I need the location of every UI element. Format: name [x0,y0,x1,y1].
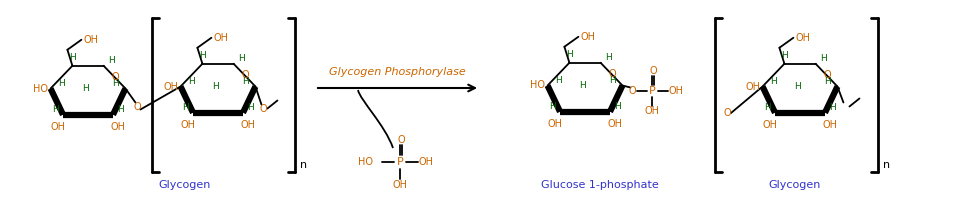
Text: H: H [52,105,59,114]
Text: HO: HO [33,83,48,94]
Text: OH: OH [240,120,255,130]
Text: H: H [829,103,836,112]
Text: O: O [397,135,405,145]
Text: n: n [300,160,307,170]
Text: H: H [555,76,562,85]
Text: OH: OH [547,119,563,129]
Text: P: P [649,85,656,95]
Text: OH: OH [645,105,660,115]
Text: H: H [794,82,801,91]
Text: H: H [199,51,205,60]
Text: OH: OH [110,122,126,132]
Text: O: O [824,70,831,80]
Text: H: H [181,103,188,112]
Text: H: H [763,103,771,112]
Text: OH: OH [214,33,228,43]
Text: n: n [883,160,891,170]
Text: OH: OH [180,120,196,130]
Text: H: H [188,77,195,86]
Text: Glucose 1-phosphate: Glucose 1-phosphate [541,180,659,190]
Text: O: O [242,70,250,80]
Text: O: O [723,108,731,118]
Text: O: O [609,69,616,79]
Text: H: H [212,82,219,91]
Text: H: H [770,77,777,86]
Text: H: H [242,77,249,86]
Text: HO: HO [530,80,544,90]
Text: H: H [609,76,615,85]
Text: H: H [820,54,827,63]
Text: H: H [579,81,586,90]
Text: OH: OH [669,85,684,95]
Text: H: H [614,102,621,111]
Text: H: H [69,53,76,62]
Text: OH: OH [419,157,434,167]
Text: OH: OH [581,32,596,42]
Text: Glycogen: Glycogen [769,180,821,190]
Text: H: H [824,77,830,86]
Text: O: O [133,102,141,111]
Text: OH: OH [51,122,65,132]
Text: H: H [108,56,115,65]
Text: P: P [396,157,403,167]
Text: O: O [111,72,119,82]
Text: OH: OH [796,33,811,43]
Text: H: H [549,102,556,111]
Text: H: H [566,50,573,59]
Text: O: O [259,104,267,114]
Text: OH: OH [746,82,760,92]
Text: Glycogen: Glycogen [158,180,211,190]
Text: H: H [82,84,88,93]
Text: H: H [781,51,788,60]
Text: OH: OH [608,119,622,129]
Text: OH: OH [823,120,837,130]
Text: H: H [59,79,65,88]
Text: OH: OH [163,82,179,92]
Text: OH: OH [84,35,99,45]
Text: OH: OH [393,180,407,190]
Text: H: H [248,103,254,112]
Text: O: O [650,67,658,77]
Text: H: H [112,79,119,88]
Text: OH: OH [762,120,778,130]
Text: HO: HO [358,157,373,167]
Text: O: O [629,85,636,95]
Text: H: H [117,105,125,114]
Text: H: H [238,54,245,63]
Text: Glycogen Phosphorylase: Glycogen Phosphorylase [328,67,466,77]
Text: H: H [605,53,612,62]
